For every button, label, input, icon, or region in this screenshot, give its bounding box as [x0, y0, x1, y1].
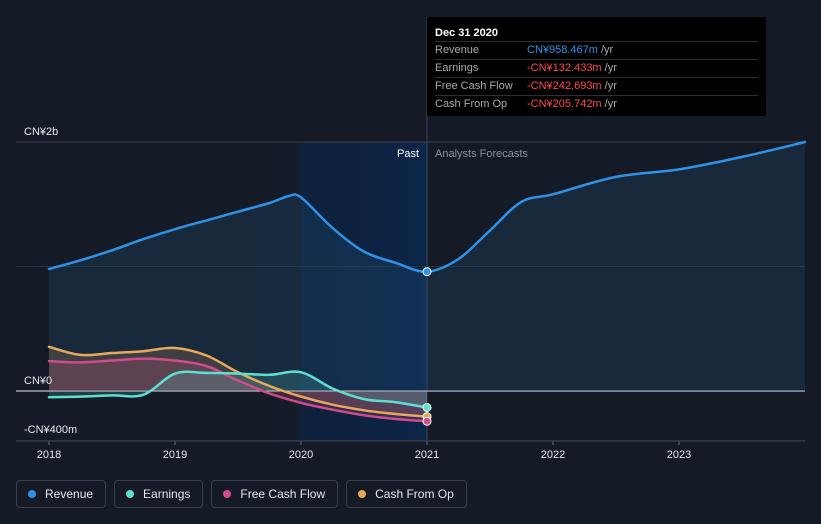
x-tick-label: 2019 [163, 449, 187, 461]
tooltip-row-cash-from-op: Cash From Op -CN¥205.742m /yr [435, 95, 758, 113]
x-tick-label: 2022 [541, 449, 565, 461]
tooltip-row-name: Free Cash Flow [435, 80, 513, 92]
forecast-label: Analysts Forecasts [435, 148, 528, 160]
y-tick-label: CN¥2b [24, 126, 58, 138]
tooltip: Dec 31 2020 Revenue CN¥958.467m /yr Earn… [427, 17, 766, 116]
legend-label: Revenue [45, 487, 94, 501]
cash-from-op-line [47, 345, 429, 418]
tooltip-row-value: -CN¥242.693m /yr [527, 80, 617, 92]
legend: Revenue Earnings Free Cash Flow Cash Fro… [16, 480, 467, 510]
y-tick-label: -CN¥400m [24, 424, 77, 436]
tooltip-row-value: -CN¥132.433m /yr [527, 62, 617, 74]
tooltip-row-name: Cash From Op [435, 98, 508, 110]
legend-dot-icon [28, 490, 36, 498]
x-tick-label: 2020 [289, 449, 313, 461]
legend-dot-icon [223, 490, 232, 498]
tooltip-row-free-cash-flow: Free Cash Flow -CN¥242.693m /yr [435, 77, 758, 95]
legend-label: Earnings [143, 487, 191, 501]
y-tick-label: CN¥0 [24, 375, 52, 387]
legend-item-free-cash-flow[interactable]: Free Cash Flow [211, 480, 339, 508]
x-tick-label: 2021 [415, 449, 439, 461]
legend-item-revenue[interactable]: Revenue [16, 480, 107, 508]
earnings-point [422, 402, 432, 412]
chart-canvas: CN¥2b CN¥0 -CN¥400m 2018 2019 2020 2021 2022 202… [16, 17, 807, 461]
tooltip-row-earnings: Earnings -CN¥132.433m /yr [435, 59, 758, 77]
x-tick-label: 2018 [37, 449, 61, 461]
revenue-area [49, 142, 805, 391]
tooltip-row-revenue: Revenue CN¥958.467m /yr [435, 41, 758, 59]
past-label: Past [397, 148, 419, 160]
earnings-line [47, 370, 429, 409]
revenue-line [47, 140, 807, 273]
free-cash-flow-line [47, 357, 429, 423]
tooltip-row-name: Earnings [435, 62, 479, 74]
legend-item-earnings[interactable]: Earnings [114, 480, 204, 508]
revenue-point [422, 267, 432, 277]
tooltip-row-value: CN¥958.467m /yr [527, 44, 614, 56]
earnings-area [49, 371, 427, 408]
tooltip-row-name: Revenue [435, 44, 480, 56]
legend-dot-icon [126, 490, 135, 498]
legend-label: Free Cash Flow [240, 487, 326, 501]
legend-dot-icon [358, 490, 367, 498]
legend-item-cash-from-op[interactable]: Cash From Op [346, 480, 467, 508]
tooltip-row-value: -CN¥205.742m /yr [527, 98, 617, 110]
tooltip-date: Dec 31 2020 [435, 27, 498, 39]
x-tick-label: 2023 [667, 449, 691, 461]
free-cash-flow-point [422, 416, 432, 426]
legend-label: Cash From Op [375, 487, 454, 501]
